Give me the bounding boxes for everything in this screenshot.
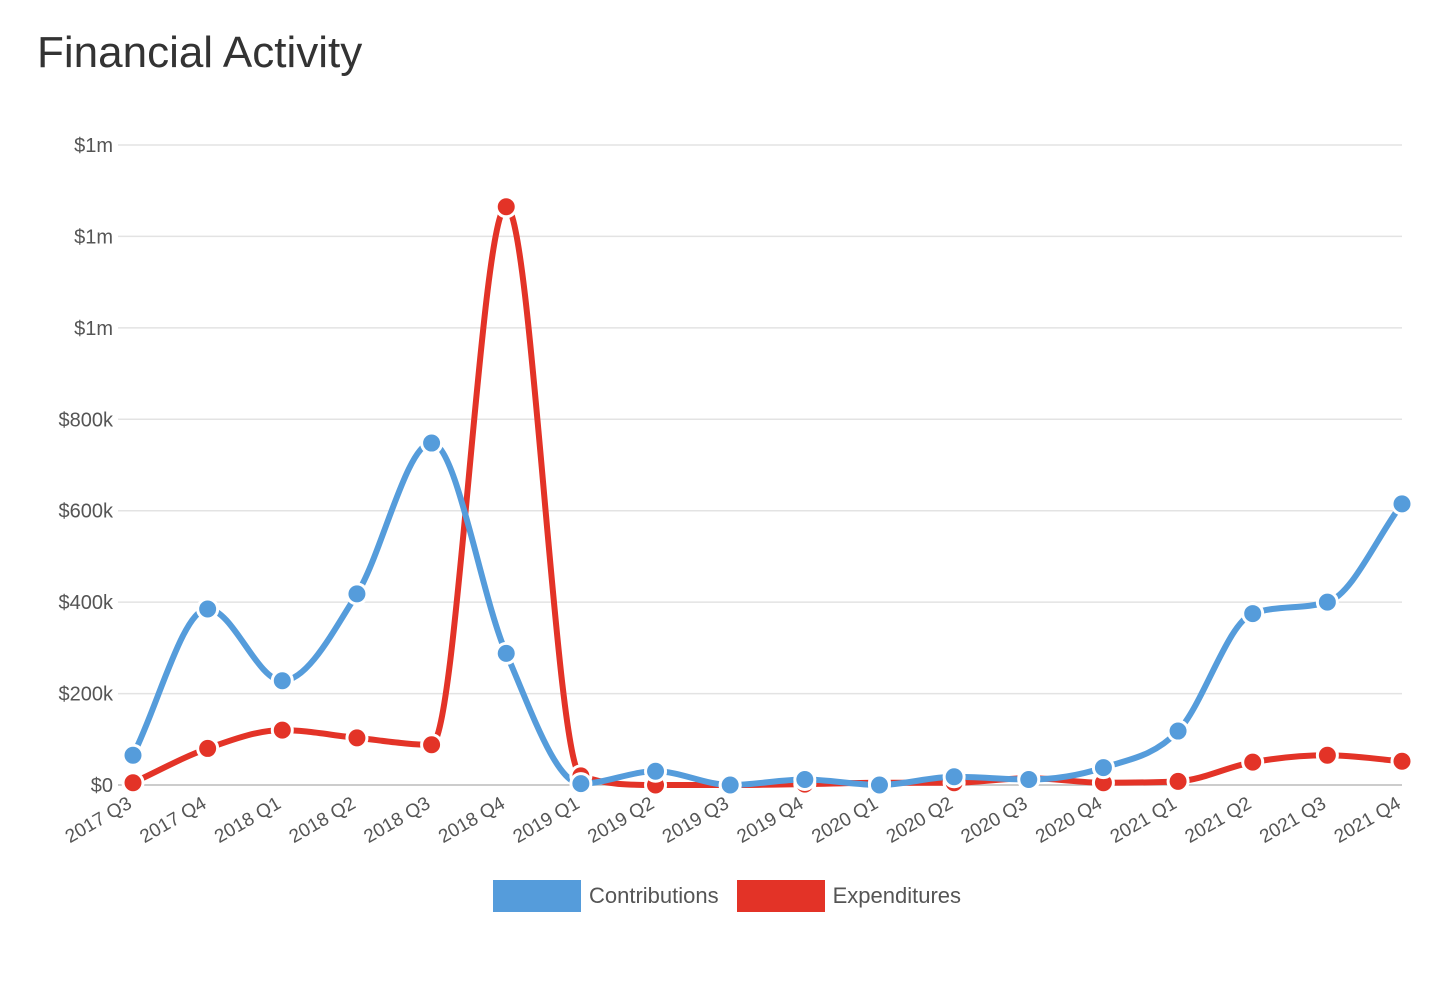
data-point-expenditures[interactable] (420, 733, 444, 757)
data-point-expenditures[interactable] (1390, 749, 1414, 773)
x-tick-label: 2018 Q3 (360, 793, 434, 848)
series-lines (130, 203, 1405, 789)
data-point-contributions[interactable] (644, 759, 668, 783)
y-tick-label: $1m (74, 318, 113, 340)
data-point-contributions[interactable] (1017, 768, 1041, 792)
y-tick-label: $1m (74, 135, 113, 157)
legend-item-expenditures[interactable]: Expenditures (736, 880, 962, 912)
data-point-contributions[interactable] (494, 641, 518, 665)
legend-label-contributions: Contributions (588, 883, 719, 908)
data-point-contributions[interactable] (942, 765, 966, 789)
data-point-contributions[interactable] (569, 772, 593, 796)
x-tick-label: 2021 Q2 (1182, 793, 1256, 848)
page-title: Financial Activity (37, 28, 363, 77)
data-point-contributions[interactable] (1241, 602, 1265, 626)
data-point-contributions[interactable] (270, 669, 294, 693)
chart-legend: Contributions Expenditures (0, 880, 1454, 912)
legend-swatch-contributions (492, 880, 581, 912)
data-point-contributions[interactable] (793, 768, 817, 792)
x-tick-label: 2019 Q4 (734, 793, 808, 848)
x-tick-label: 2017 Q3 (62, 793, 136, 848)
legend-label-expenditures: Expenditures (832, 883, 962, 908)
data-point-expenditures[interactable] (121, 771, 145, 795)
data-point-expenditures[interactable] (345, 726, 369, 750)
data-point-expenditures[interactable] (1166, 769, 1190, 793)
chart-grid (118, 144, 1402, 786)
x-tick-label: 2019 Q2 (584, 793, 658, 848)
data-point-contributions[interactable] (420, 431, 444, 455)
x-tick-label: 2021 Q4 (1331, 793, 1405, 848)
legend-item-contributions[interactable]: Contributions (492, 880, 719, 912)
x-tick-label: 2020 Q1 (808, 793, 882, 848)
data-point-contributions[interactable] (867, 773, 891, 797)
legend-swatch-expenditures (736, 880, 825, 912)
y-tick-label: $400k (59, 592, 114, 614)
y-tick-label: $0 (91, 775, 113, 797)
x-tick-label: 2020 Q4 (1032, 793, 1106, 848)
y-axis: $0 $200k $400k $600k $800k $1m $1m $1m (59, 135, 114, 797)
x-tick-label: 2018 Q1 (211, 793, 285, 848)
data-point-contributions[interactable] (718, 773, 742, 797)
data-point-contributions[interactable] (1091, 756, 1115, 780)
x-tick-label: 2021 Q1 (1107, 793, 1181, 848)
x-tick-label: 2017 Q4 (137, 793, 211, 848)
series-line-contributions (130, 440, 1405, 788)
y-tick-label: $200k (59, 684, 114, 706)
data-point-contributions[interactable] (1390, 492, 1414, 516)
data-point-contributions[interactable] (1315, 590, 1339, 614)
y-tick-label: $1m (74, 226, 113, 248)
series-points (121, 195, 1414, 797)
x-tick-label: 2019 Q1 (510, 793, 584, 848)
x-axis: 2017 Q3 2017 Q4 2018 Q1 2018 Q2 2018 Q3 2018 … (62, 793, 1405, 848)
x-tick-label: 2020 Q3 (958, 793, 1032, 848)
data-point-contributions[interactable] (196, 597, 220, 621)
data-point-expenditures[interactable] (196, 736, 220, 760)
series-line-expenditures (130, 203, 1405, 789)
x-tick-label: 2021 Q3 (1256, 793, 1330, 848)
data-point-expenditures[interactable] (270, 718, 294, 742)
x-tick-label: 2020 Q2 (883, 793, 957, 848)
x-tick-label: 2018 Q4 (435, 793, 509, 848)
data-point-contributions[interactable] (121, 743, 145, 767)
data-point-expenditures[interactable] (1315, 743, 1339, 767)
y-tick-label: $800k (59, 409, 114, 431)
y-tick-label: $600k (59, 501, 114, 523)
data-point-expenditures[interactable] (1241, 750, 1265, 774)
x-tick-label: 2019 Q3 (659, 793, 733, 848)
x-tick-label: 2018 Q2 (286, 793, 360, 848)
data-point-expenditures[interactable] (494, 195, 518, 219)
data-point-contributions[interactable] (345, 582, 369, 606)
data-point-contributions[interactable] (1166, 719, 1190, 743)
